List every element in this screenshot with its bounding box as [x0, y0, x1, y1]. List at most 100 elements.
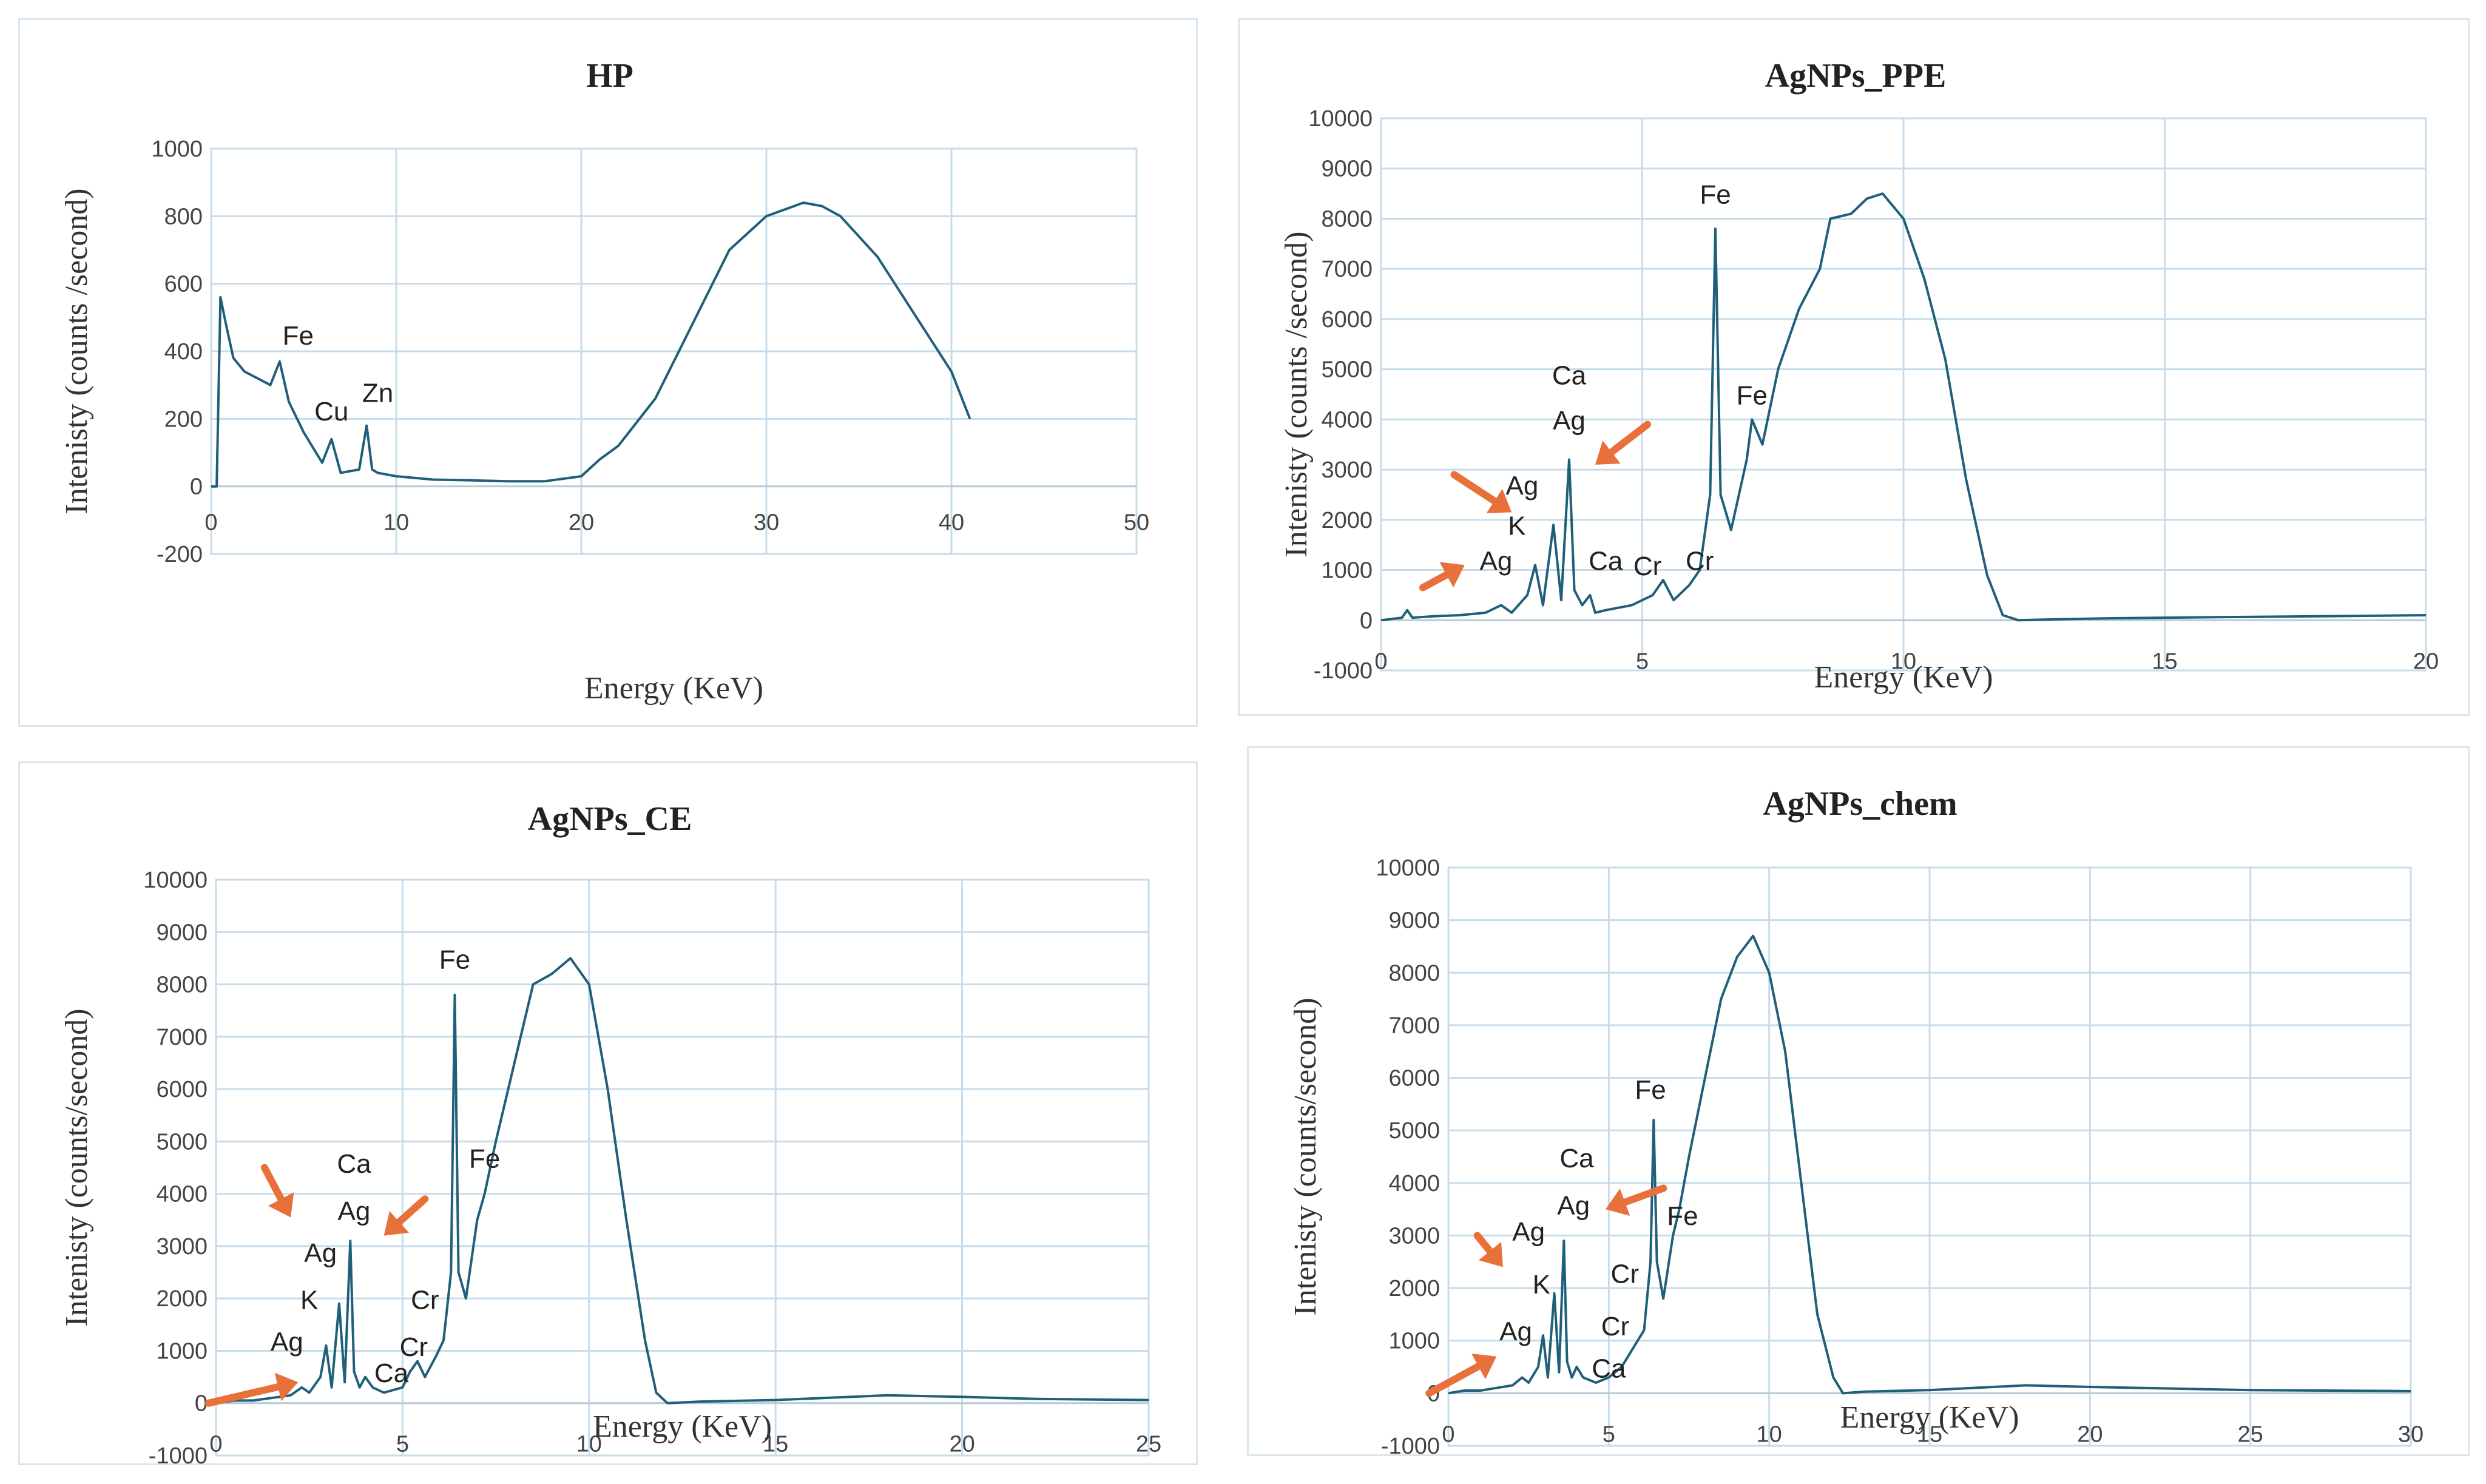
y-tick-label: 6000: [1321, 307, 1373, 332]
y-tick-label: 7000: [1388, 1013, 1440, 1039]
plot-area: [215, 879, 1150, 1457]
chart-agnps-ppe: AgNPs_PPE-100001000200030004000500060007…: [1279, 57, 2439, 695]
peak-label: Cr: [1633, 551, 1661, 581]
x-tick-label: 15: [763, 1432, 788, 1457]
y-tick-label: 10000: [143, 868, 208, 893]
peak-label: Ag: [1480, 547, 1513, 576]
peak-label: Ca: [1592, 1354, 1626, 1383]
annotation-arrow: [1425, 1363, 1482, 1397]
x-tick-label: 5: [1636, 649, 1649, 674]
annotation-arrowhead: [1606, 1188, 1630, 1216]
y-tick-label: 9000: [1321, 157, 1373, 182]
y-tick-label: 8000: [1388, 960, 1440, 986]
peak-label: Ag: [271, 1327, 303, 1357]
y-tick-label: 600: [164, 272, 203, 297]
plot-area: [210, 147, 1138, 555]
annotation-arrowhead: [1486, 488, 1512, 513]
y-tick-label: 10000: [1376, 855, 1440, 881]
x-tick-label: 50: [1124, 510, 1149, 536]
chart-agnps-ce: AgNPs_CE-1000010002000300040005000600070…: [59, 800, 1161, 1467]
chart-agnps-chem: AgNPs_chem -10000 1000 2000 3000 4000 5000 6000…: [1288, 785, 2424, 1458]
y-tick-label: 7000: [1321, 257, 1373, 282]
peak-label: Ag: [1557, 1191, 1590, 1221]
peak-label: Ag: [304, 1238, 337, 1268]
y-tick-label: 8000: [156, 973, 208, 998]
peak-label: Zn: [362, 379, 393, 408]
x-tick-label: 20: [949, 1432, 974, 1457]
peak-label: Fe: [1667, 1201, 1698, 1231]
peak-label: Ag: [338, 1196, 371, 1226]
peak-label: K: [1533, 1270, 1550, 1300]
peak-label: Ca: [374, 1358, 409, 1388]
y-axis-label: Intenisty (counts /second): [1279, 231, 1314, 557]
x-tick-label: 30: [2398, 1422, 2424, 1447]
peak-label: K: [300, 1285, 318, 1315]
chart-title: AgNPs_chem: [1763, 785, 1957, 823]
x-tick-label: 0: [1374, 649, 1387, 674]
x-tick-label: 25: [2238, 1422, 2263, 1447]
y-tick-label: 7000: [156, 1025, 208, 1050]
y-axis-label: Intenisty (counts/second): [59, 1008, 94, 1326]
y-tick-label: 9000: [156, 920, 208, 945]
y-tick-label: 3000: [1388, 1223, 1440, 1249]
x-tick-label: 10: [576, 1432, 602, 1457]
peak-label: Fe: [1737, 381, 1768, 411]
annotation-arrow: [1450, 471, 1498, 505]
series-line: [1380, 192, 2427, 622]
y-tick-label: 0: [1360, 608, 1373, 633]
peak-label: Cr: [400, 1332, 428, 1362]
peak-label: Cr: [411, 1285, 439, 1315]
y-tick-label: -1000: [1314, 658, 1373, 684]
x-tick-label: 30: [754, 510, 779, 536]
annotation-arrowhead: [1439, 562, 1465, 588]
panel-agnps-ce: AgNPs_CE -1000 0 1000 2000 3000 4000 5000 6000 70…: [18, 761, 1198, 1467]
y-tick-label: 400: [164, 339, 203, 365]
annotation-arrow: [204, 1383, 282, 1407]
x-tick-label: 20: [2413, 649, 2439, 674]
y-tick-label: 3000: [156, 1234, 208, 1260]
annotation-arrow: [1419, 571, 1450, 592]
y-tick-label: 1000: [1388, 1329, 1440, 1354]
y-axis-label: Intenisty (counts /second): [59, 188, 94, 514]
peak-label: Fe: [1700, 180, 1731, 210]
peak-label: Ag: [1506, 471, 1539, 501]
panel-hp: HP -200 0 200 400 600 800 1000 0 10 20 30 40 50 Energy…: [18, 18, 1198, 727]
peak-label: K: [1508, 511, 1525, 541]
y-tick-label: 5000: [156, 1129, 208, 1155]
annotation-arrowhead: [274, 1372, 299, 1401]
peak-label: Ag: [1512, 1217, 1545, 1247]
y-axis-label: Intenisty (counts/second): [1288, 997, 1323, 1315]
y-tick-label: -1000: [1381, 1434, 1440, 1458]
y-tick-label: 5000: [1321, 357, 1373, 383]
x-tick-label: 10: [1757, 1422, 1782, 1447]
peak-label: Fe: [283, 321, 314, 351]
y-tick-label: -200: [157, 542, 203, 567]
annotation-arrow: [1621, 1184, 1667, 1206]
x-tick-label: 40: [939, 510, 964, 536]
y-tick-label: 800: [164, 204, 203, 229]
y-tick-label: 2000: [1321, 508, 1373, 533]
y-tick-label: 4000: [1321, 407, 1373, 433]
annotation-arrowhead: [1595, 440, 1621, 465]
x-tick-label: 25: [1136, 1432, 1161, 1457]
peak-label: Fe: [469, 1144, 500, 1174]
peak-label: Cr: [1686, 547, 1714, 576]
annotation-arrowhead: [1478, 1241, 1503, 1267]
x-tick-label: 10: [383, 510, 409, 536]
y-tick-label: 4000: [156, 1182, 208, 1207]
peak-label: Ag: [1553, 406, 1586, 436]
peak-label: Ca: [1552, 360, 1587, 390]
panel-agnps-chem: AgNPs_chem -10000 1000 2000 3000 4000 5000 6000…: [1247, 746, 2470, 1458]
y-tick-label: 1000: [151, 137, 203, 162]
annotation-arrowhead: [268, 1192, 294, 1218]
plot-area: [1380, 117, 2427, 672]
x-tick-label: 0: [209, 1432, 222, 1457]
peak-label: Ca: [1559, 1144, 1594, 1173]
y-tick-label: 6000: [1388, 1066, 1440, 1091]
x-axis-label: Energy (KeV): [1840, 1400, 2019, 1435]
peak-label: Cu: [314, 397, 348, 427]
y-tick-label: 2000: [1388, 1276, 1440, 1301]
y-tick-label: 3000: [1321, 457, 1373, 483]
chart-title: AgNPs_PPE: [1765, 57, 1947, 95]
